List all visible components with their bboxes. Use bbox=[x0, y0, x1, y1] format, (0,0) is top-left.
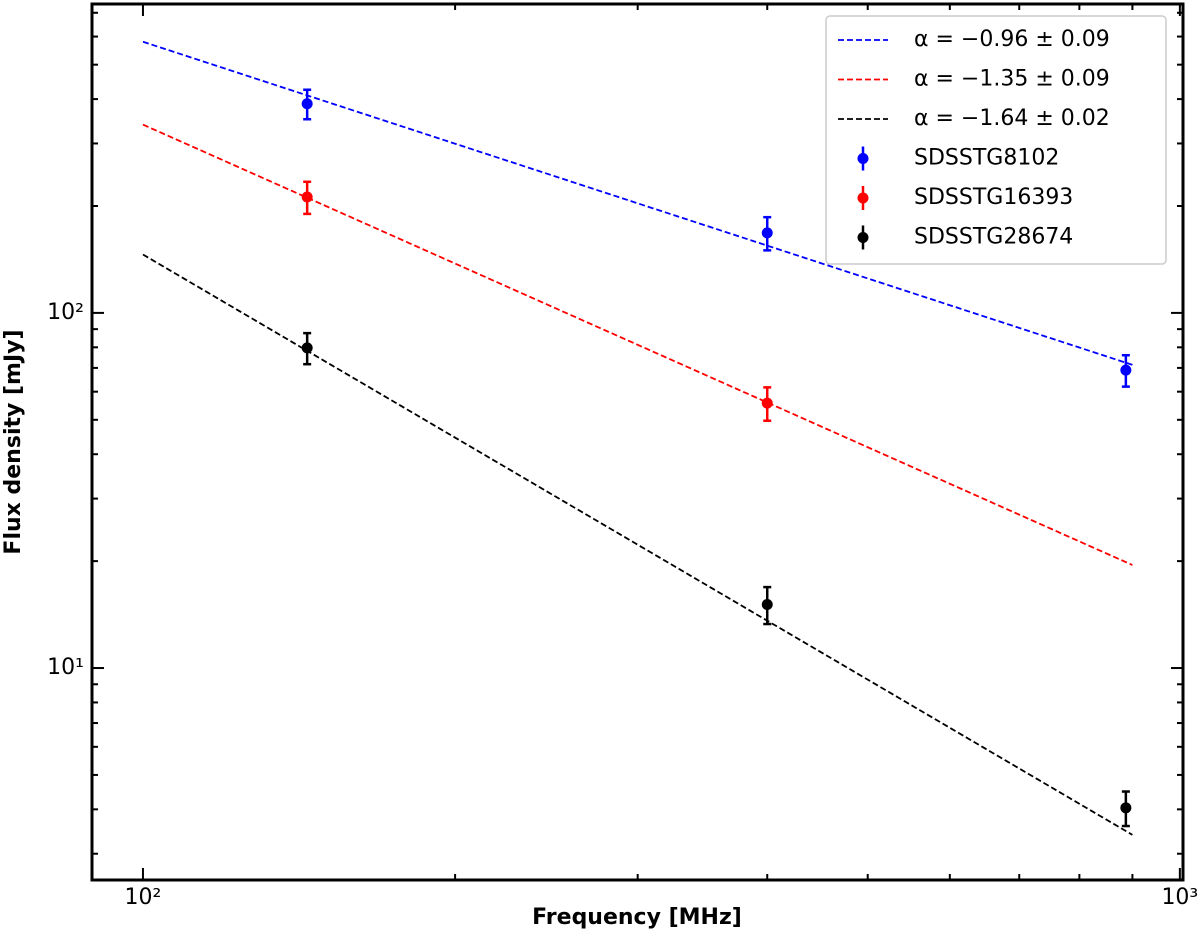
legend-label: α = −1.35 ± 0.09 bbox=[914, 67, 1110, 92]
data-point bbox=[301, 191, 313, 203]
legend-label: α = −1.64 ± 0.02 bbox=[914, 106, 1110, 131]
x-axis-label: Frequency [MHz] bbox=[532, 905, 742, 930]
x-tick-label: 10³ bbox=[1161, 885, 1198, 910]
data-point bbox=[301, 342, 313, 354]
data-point bbox=[761, 598, 773, 610]
legend-swatch bbox=[857, 232, 869, 243]
x-tick-label: 10² bbox=[125, 885, 162, 910]
legend-label: α = −0.96 ± 0.09 bbox=[914, 27, 1110, 52]
data-point bbox=[761, 397, 773, 409]
data-point bbox=[301, 98, 313, 110]
y-tick-label: 10² bbox=[47, 300, 84, 325]
legend-label: SDSSTG16393 bbox=[914, 185, 1073, 210]
legend: α = −0.96 ± 0.09 α = −1.35 ± 0.09 α = −1.6… bbox=[825, 15, 1167, 265]
legend-box bbox=[825, 15, 1167, 265]
legend-swatch bbox=[857, 153, 869, 164]
plot-frame bbox=[90, 2, 1185, 882]
data-point bbox=[1120, 364, 1132, 376]
legend-label: SDSSTG8102 bbox=[914, 146, 1059, 171]
legend-label: SDSSTG28674 bbox=[914, 225, 1073, 250]
y-tick-label: 10¹ bbox=[47, 655, 84, 680]
data-point bbox=[1120, 802, 1132, 814]
fit-line bbox=[142, 253, 1133, 836]
legend-swatch bbox=[857, 192, 869, 204]
data-point bbox=[761, 227, 773, 239]
y-axis-label: Flux density [mJy] bbox=[1, 329, 26, 554]
